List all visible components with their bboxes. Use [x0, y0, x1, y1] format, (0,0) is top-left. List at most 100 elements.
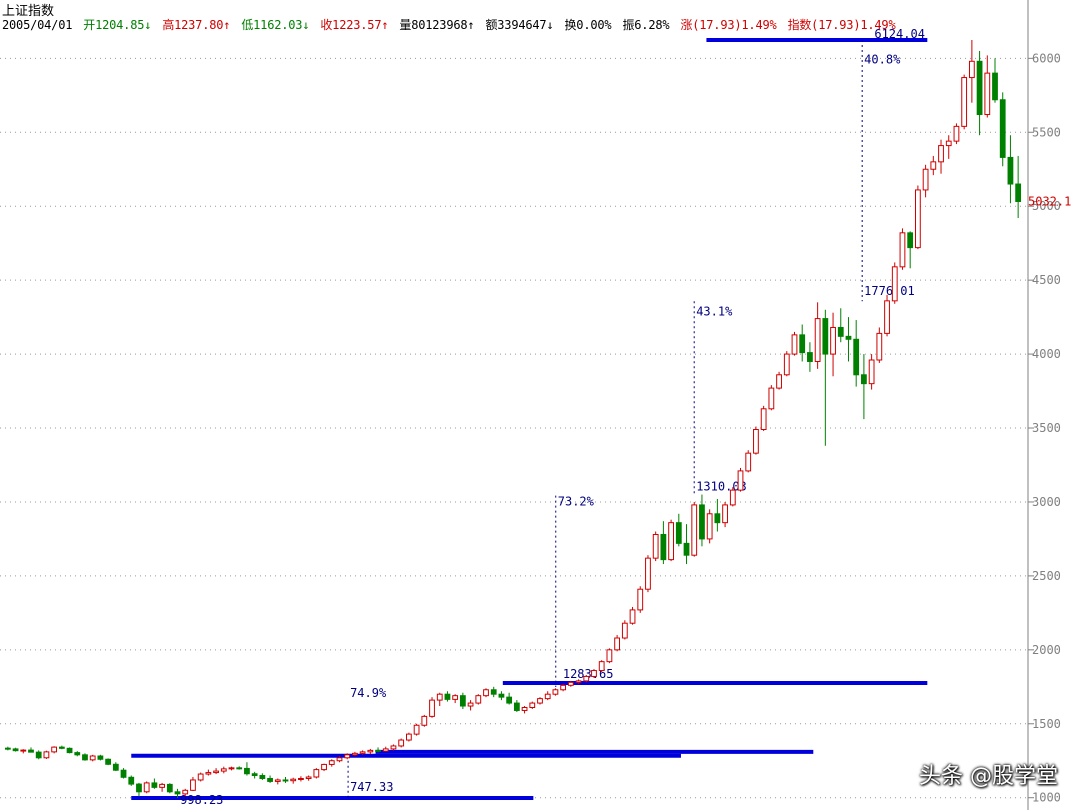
candle-body: [467, 702, 474, 707]
candle: [729, 487, 736, 507]
candle-body: [938, 145, 944, 163]
candle-body: [375, 749, 381, 752]
candle-body: [213, 770, 219, 774]
candle: [961, 74, 968, 130]
candle: [182, 788, 189, 797]
candle-body: [868, 359, 875, 385]
annotation-label: 1776.01: [864, 284, 915, 298]
quote-open: 开1204.85↓: [83, 18, 152, 32]
candle: [753, 426, 759, 455]
candle: [884, 294, 890, 337]
candle-body: [992, 72, 998, 101]
candle-body: [760, 408, 767, 430]
candle-body: [714, 513, 721, 524]
candle: [251, 771, 258, 779]
candle: [490, 686, 497, 698]
candle: [228, 766, 235, 771]
candle-body: [683, 542, 690, 556]
candle: [999, 92, 1006, 167]
candle: [868, 354, 875, 390]
y-tick-label: 4500: [1032, 273, 1061, 287]
candle-body: [390, 745, 397, 750]
y-tick-label: 1500: [1032, 717, 1061, 731]
candle: [675, 513, 682, 547]
candle: [814, 302, 821, 369]
candle-body: [830, 326, 836, 355]
candle: [737, 467, 744, 492]
candle-body: [274, 779, 281, 782]
candle-body: [945, 140, 952, 147]
candles[interactable]: [4, 40, 1022, 798]
candle: [683, 524, 690, 565]
quote-index-change: 指数(17.93)1.49%: [787, 18, 896, 32]
candle-body: [822, 318, 829, 355]
candle: [560, 683, 567, 692]
candle-body: [506, 696, 513, 704]
annotation-label: 747.33: [350, 780, 393, 794]
candle-body: [745, 452, 752, 472]
candle: [43, 750, 50, 759]
annotation-label: 998.23: [180, 793, 223, 807]
candle: [745, 450, 752, 473]
candle: [938, 139, 944, 174]
candle-body: [429, 699, 435, 717]
candle: [398, 738, 405, 748]
quote-turnover: 换0.00%: [564, 18, 612, 32]
candle-body: [722, 504, 728, 524]
candle-body: [12, 748, 19, 752]
candle: [899, 228, 906, 270]
candle: [552, 688, 559, 696]
candle-body: [151, 782, 158, 788]
candle: [120, 768, 127, 779]
quote-info-bar: 2005/04/01 开1204.85↓ 高1237.80↑ 低1162.03↓…: [2, 16, 899, 33]
candle-body: [953, 125, 960, 142]
candle-body: [58, 746, 65, 749]
candle: [768, 385, 775, 411]
candle-body: [51, 746, 58, 753]
candle: [367, 748, 374, 755]
candle-body: [984, 72, 991, 116]
candle: [321, 763, 327, 772]
candle: [136, 782, 142, 797]
candle-body: [336, 757, 343, 762]
candle-body: [768, 387, 775, 410]
candle: [706, 509, 713, 544]
candle-body: [174, 791, 181, 795]
candle-body: [876, 332, 883, 361]
candle: [968, 40, 975, 103]
candle: [205, 769, 212, 776]
candle-body: [120, 769, 127, 778]
candle: [429, 697, 435, 718]
candle-body: [290, 778, 297, 782]
quote-amplitude: 振6.28%: [622, 18, 670, 32]
quote-high: 高1237.80↑: [162, 18, 231, 32]
annotation-label: 6124.04: [874, 27, 925, 41]
candle-body: [313, 769, 320, 778]
candle-body: [483, 689, 489, 697]
candle: [498, 691, 505, 701]
candle: [691, 501, 698, 557]
y-tick-label: 2500: [1032, 569, 1061, 583]
candle-body: [675, 522, 682, 544]
candle: [213, 768, 219, 775]
candle: [190, 777, 196, 792]
quote-close: 收1223.57↑: [320, 18, 389, 32]
y-tick-label: 1000: [1032, 791, 1061, 805]
candle: [861, 354, 867, 420]
candle-body: [28, 749, 34, 753]
candle-body: [521, 707, 528, 711]
candle: [305, 775, 312, 781]
candle-body: [652, 533, 659, 559]
candle: [583, 674, 590, 683]
candle: [714, 498, 721, 532]
candle-body: [352, 752, 358, 756]
candle-body: [853, 338, 860, 376]
candle: [629, 606, 636, 625]
candle-body: [660, 533, 667, 561]
candle-body: [807, 352, 813, 362]
candle: [220, 766, 227, 774]
candle-body: [814, 318, 821, 362]
candle: [1015, 155, 1022, 219]
candle: [467, 700, 474, 711]
